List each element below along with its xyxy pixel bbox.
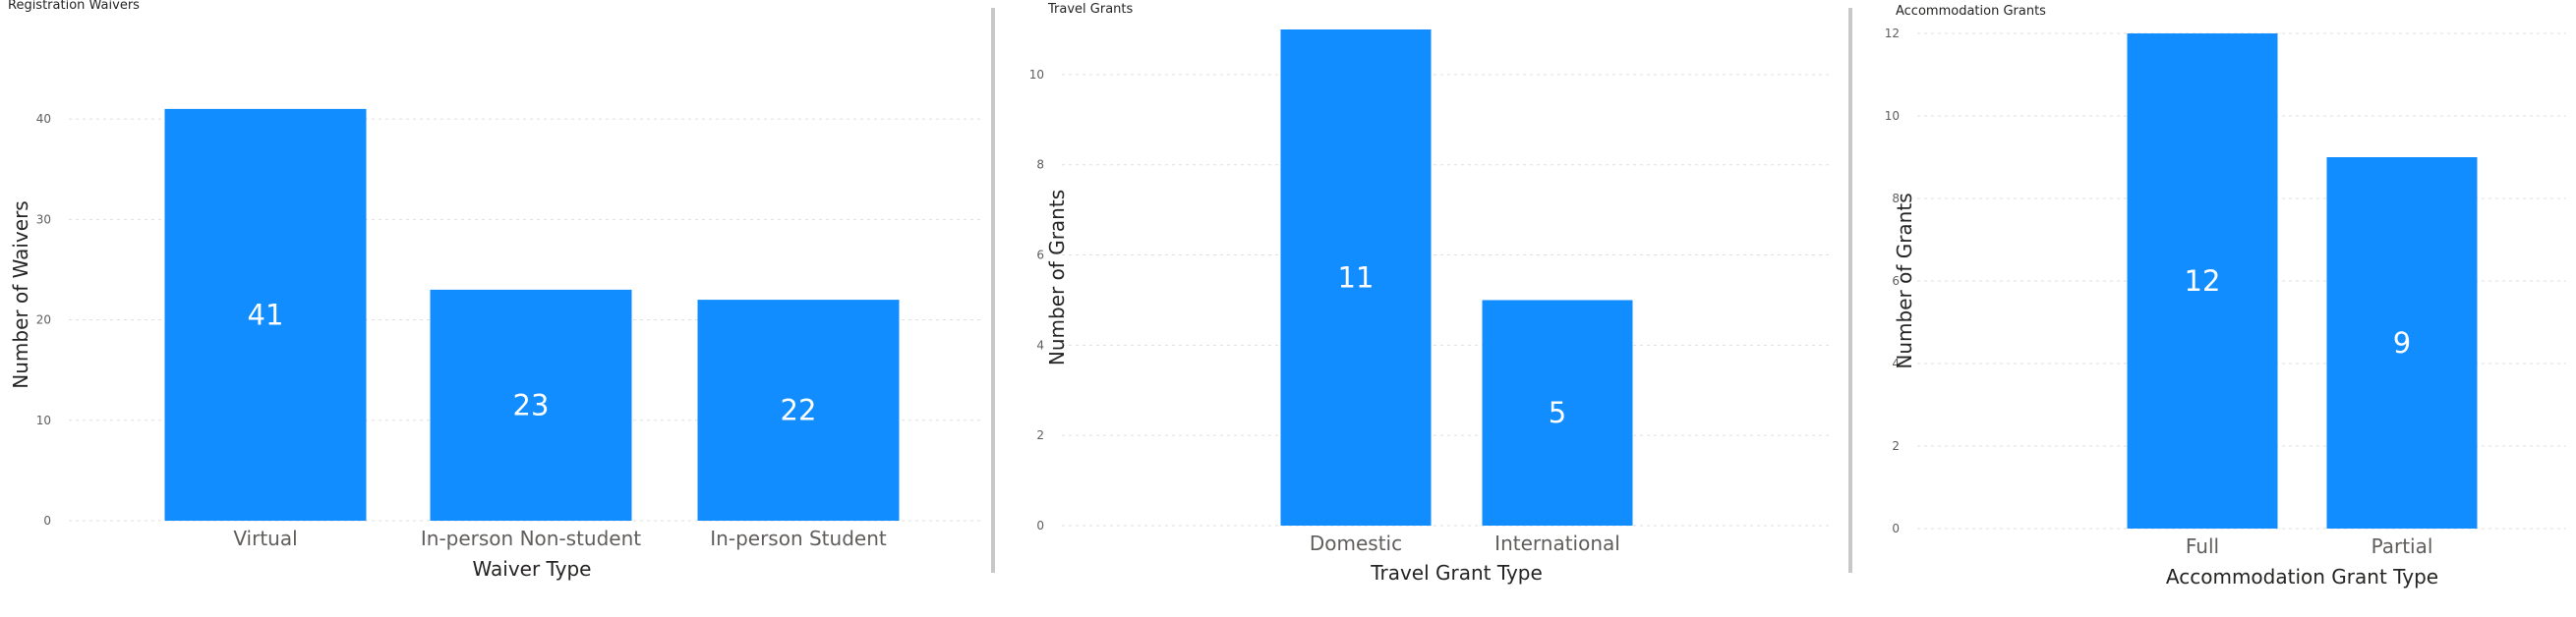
x-tick-label: In-person Non-student <box>421 527 641 550</box>
y-axis-title: Number of Grants <box>1893 193 1916 368</box>
y-tick-label: 6 <box>1892 274 1900 288</box>
y-axis-title: Number of Grants <box>1045 190 1069 365</box>
x-axis-title: Waiver Type <box>473 557 592 581</box>
x-axis-title: Travel Grant Type <box>1370 561 1543 585</box>
y-tick-label: 12 <box>1885 27 1900 40</box>
data-label: 41 <box>248 298 284 331</box>
y-tick-label: 20 <box>36 313 51 327</box>
chart-panel-registration-waivers: Registration Waivers 0 10 20 30 40 41 Virtual 2… <box>0 0 993 617</box>
y-tick-label: 8 <box>1892 192 1900 205</box>
y-tick-label: 2 <box>1892 439 1900 453</box>
y-tick-label: 2 <box>1036 428 1044 442</box>
bar <box>697 300 900 521</box>
x-tick-label: Virtual <box>233 527 297 550</box>
x-tick-label: International <box>1494 532 1620 555</box>
x-tick-label: Domestic <box>1310 532 1402 555</box>
bar <box>164 108 367 521</box>
y-tick-label: 0 <box>43 514 51 528</box>
bar <box>1482 300 1633 526</box>
y-tick-label: 40 <box>36 112 51 126</box>
bar <box>430 289 632 521</box>
accommodation-grants-chart: 0 2 4 6 8 10 12 12 Full 9 Partial Accommodation Gra… <box>1885 27 2566 589</box>
data-label: 22 <box>781 394 817 427</box>
travel-grants-chart: 0 2 4 6 8 10 11 Domestic 5 International Travel Gr… <box>1029 29 1829 585</box>
x-tick-label: In-person Student <box>710 527 887 550</box>
chart-panel-travel-grants: Travel Grants 0 2 4 6 8 10 11 Domestic 5 Internat… <box>1003 0 1848 617</box>
data-label: 11 <box>1338 261 1375 295</box>
panel-divider <box>991 8 995 573</box>
chart-title: Registration Waivers <box>8 0 140 13</box>
y-tick-label: 6 <box>1036 249 1044 262</box>
data-label: 23 <box>513 388 550 421</box>
data-label: 12 <box>2185 264 2221 298</box>
data-label: 5 <box>1549 396 1566 429</box>
y-axis-title: Number of Waivers <box>9 200 32 388</box>
bar <box>1280 29 1432 526</box>
chart-title: Accommodation Grants <box>1896 4 2046 19</box>
x-tick-label: Partial <box>2371 534 2433 558</box>
registration-waivers-chart: 0 10 20 30 40 41 Virtual 23 In-person Non-studen… <box>9 108 983 581</box>
y-tick-label: 10 <box>36 414 51 427</box>
panel-divider <box>1848 8 1852 573</box>
bar <box>2326 157 2478 529</box>
y-tick-label: 8 <box>1036 158 1044 172</box>
x-axis-title: Accommodation Grant Type <box>2166 565 2438 589</box>
y-tick-label: 4 <box>1892 357 1900 370</box>
chart-panel-accommodation-grants: Accommodation Grants 0 2 4 6 8 10 12 12 Full 9 Par… <box>1858 0 2576 617</box>
y-tick-label: 4 <box>1036 338 1044 352</box>
chart-title: Travel Grants <box>1048 2 1134 17</box>
y-tick-label: 10 <box>1885 109 1900 123</box>
y-tick-label: 0 <box>1892 522 1900 535</box>
y-tick-label: 10 <box>1029 68 1044 82</box>
y-tick-label: 30 <box>36 212 51 226</box>
x-tick-label: Full <box>2186 534 2219 558</box>
y-tick-label: 0 <box>1036 519 1044 533</box>
data-label: 9 <box>2393 326 2411 360</box>
bar <box>2127 33 2278 529</box>
